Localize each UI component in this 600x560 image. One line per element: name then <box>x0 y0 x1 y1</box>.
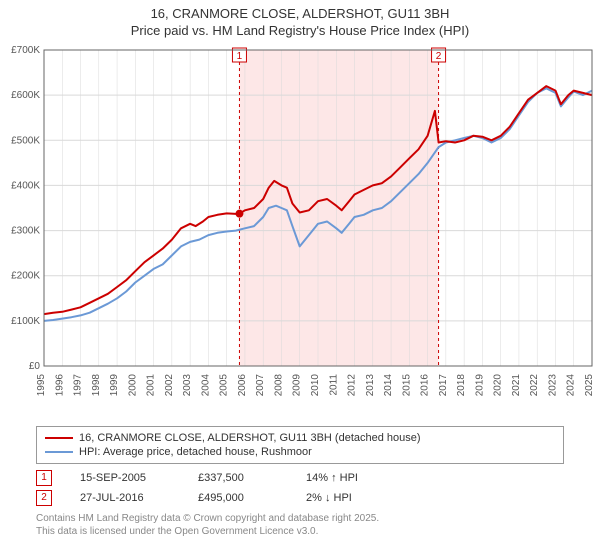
svg-text:£500K: £500K <box>11 135 40 146</box>
svg-text:1995: 1995 <box>36 373 47 396</box>
legend-swatch-2 <box>45 451 73 453</box>
svg-text:1999: 1999 <box>109 373 120 396</box>
svg-text:£0: £0 <box>29 361 41 372</box>
marker-price-1: £337,500 <box>198 472 278 484</box>
svg-text:2013: 2013 <box>365 373 376 396</box>
chart-area: £0 £100K £200K £300K £400K £500K £600K £700K 199… <box>0 42 600 422</box>
marker-delta-1: 14% ↑ HPI <box>306 472 358 484</box>
chart-svg: £0 £100K £200K £300K £400K £500K £600K £700K 199… <box>0 42 600 422</box>
svg-text:2006: 2006 <box>237 373 248 396</box>
footer: Contains HM Land Registry data © Crown c… <box>36 512 564 538</box>
footer-line-2: This data is licensed under the Open Gov… <box>36 525 564 538</box>
svg-text:£200K: £200K <box>11 270 40 281</box>
marker-row-1: 1 15-SEP-2005 £337,500 14% ↑ HPI <box>36 468 564 488</box>
svg-text:2012: 2012 <box>347 373 358 396</box>
svg-text:2005: 2005 <box>219 373 230 396</box>
legend: 16, CRANMORE CLOSE, ALDERSHOT, GU11 3BH … <box>36 426 564 464</box>
svg-text:2017: 2017 <box>438 373 449 396</box>
svg-text:2014: 2014 <box>383 373 394 396</box>
marker-date-1: 15-SEP-2005 <box>80 472 170 484</box>
svg-text:2007: 2007 <box>255 373 266 396</box>
marker-table: 1 15-SEP-2005 £337,500 14% ↑ HPI 2 27-JU… <box>36 468 564 508</box>
svg-text:2016: 2016 <box>420 373 431 396</box>
svg-text:2011: 2011 <box>328 373 339 395</box>
svg-text:2020: 2020 <box>493 373 504 396</box>
marker-badge-2: 2 <box>36 490 52 506</box>
svg-text:£300K: £300K <box>11 225 40 236</box>
svg-text:2018: 2018 <box>456 373 467 396</box>
svg-text:1998: 1998 <box>91 373 102 396</box>
svg-text:2015: 2015 <box>401 373 412 396</box>
marker-price-2: £495,000 <box>198 492 278 504</box>
svg-text:£700K: £700K <box>11 45 40 56</box>
legend-row-1: 16, CRANMORE CLOSE, ALDERSHOT, GU11 3BH … <box>45 431 555 445</box>
svg-text:2002: 2002 <box>164 373 175 396</box>
svg-text:2023: 2023 <box>547 373 558 396</box>
legend-row-2: HPI: Average price, detached house, Rush… <box>45 445 555 459</box>
marker-badge-1: 1 <box>36 470 52 486</box>
svg-text:1: 1 <box>237 51 243 62</box>
svg-text:2019: 2019 <box>474 373 485 396</box>
svg-text:2024: 2024 <box>566 373 577 396</box>
marker-delta-2: 2% ↓ HPI <box>306 492 352 504</box>
svg-text:2001: 2001 <box>146 373 157 396</box>
svg-text:£400K: £400K <box>11 180 40 191</box>
svg-text:2003: 2003 <box>182 373 193 396</box>
chart-title: 16, CRANMORE CLOSE, ALDERSHOT, GU11 3BH … <box>0 0 600 42</box>
svg-text:2: 2 <box>436 51 442 62</box>
svg-text:2009: 2009 <box>292 373 303 396</box>
marker-date-2: 27-JUL-2016 <box>80 492 170 504</box>
svg-text:£100K: £100K <box>11 316 40 327</box>
svg-text:£600K: £600K <box>11 90 40 101</box>
svg-text:2025: 2025 <box>584 373 595 396</box>
legend-label-1: 16, CRANMORE CLOSE, ALDERSHOT, GU11 3BH … <box>79 432 421 444</box>
legend-label-2: HPI: Average price, detached house, Rush… <box>79 446 312 458</box>
svg-text:1996: 1996 <box>54 373 65 396</box>
title-line-1: 16, CRANMORE CLOSE, ALDERSHOT, GU11 3BH <box>4 6 596 23</box>
svg-text:2022: 2022 <box>529 373 540 396</box>
title-line-2: Price paid vs. HM Land Registry's House … <box>4 23 596 40</box>
svg-text:2000: 2000 <box>127 373 138 396</box>
marker-row-2: 2 27-JUL-2016 £495,000 2% ↓ HPI <box>36 488 564 508</box>
legend-swatch-1 <box>45 437 73 439</box>
svg-text:2010: 2010 <box>310 373 321 396</box>
svg-text:2021: 2021 <box>511 373 522 396</box>
svg-text:1997: 1997 <box>73 373 84 396</box>
svg-text:2008: 2008 <box>273 373 284 396</box>
footer-line-1: Contains HM Land Registry data © Crown c… <box>36 512 564 525</box>
svg-text:2004: 2004 <box>200 373 211 396</box>
